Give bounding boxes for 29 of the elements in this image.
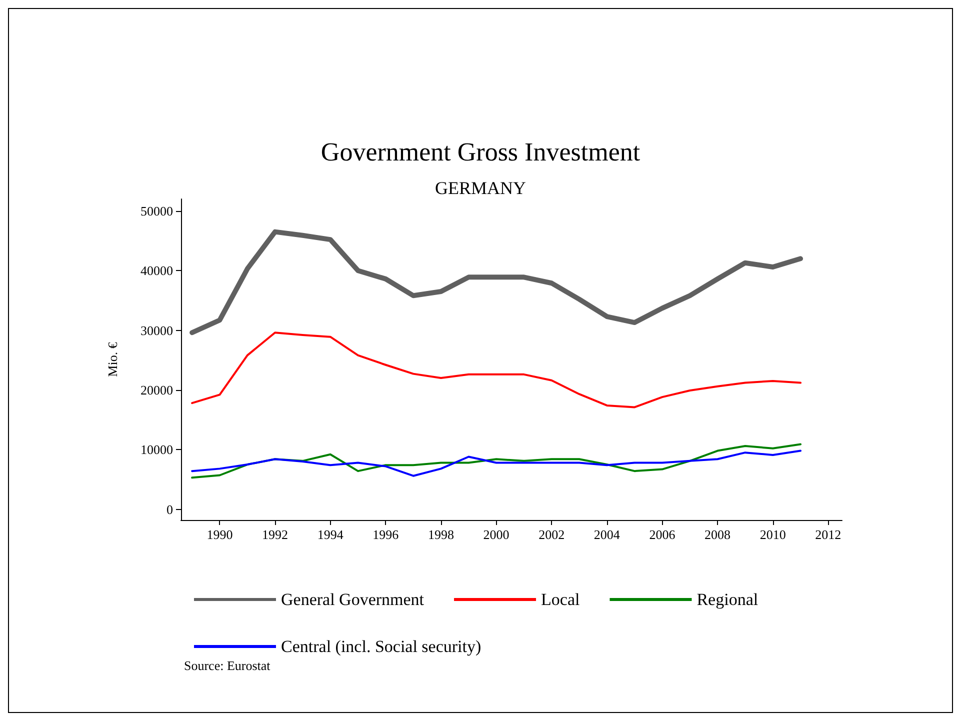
y-axis-title: Mio. € <box>105 342 120 377</box>
x-tick-label: 2000 <box>483 527 510 542</box>
legend-label: Central (incl. Social security) <box>281 637 482 656</box>
x-tick-label: 1994 <box>317 527 344 542</box>
legend-label: General Government <box>281 590 424 609</box>
y-tick-label: 20000 <box>140 382 173 398</box>
x-tick-label: 2002 <box>538 527 565 542</box>
y-tick-label: 10000 <box>140 442 173 458</box>
legend-label: Local <box>541 590 580 609</box>
y-tick-label: 30000 <box>140 322 173 338</box>
y-tick-label: 50000 <box>140 203 173 218</box>
y-tick-label: 40000 <box>140 263 173 278</box>
x-tick-label: 1990 <box>206 527 233 542</box>
line-series <box>191 332 802 408</box>
x-tick-label: 2004 <box>594 527 620 542</box>
x-tick-label: 1998 <box>428 527 454 542</box>
source-note: Source: Eurostat <box>184 658 271 673</box>
x-tick-label: 1992 <box>262 527 288 542</box>
y-tick-label: 0 <box>166 502 173 517</box>
x-tick-label: 1996 <box>372 527 400 542</box>
x-tick-label: 2012 <box>815 527 842 542</box>
chart-subtitle: GERMANY <box>434 178 526 198</box>
x-tick-label: 2010 <box>760 527 786 542</box>
chart-title: Government Gross Investment <box>320 138 641 166</box>
legend-label: Regional <box>696 590 758 609</box>
line-series <box>191 443 802 479</box>
x-tick-label: 2008 <box>704 527 731 542</box>
line-series <box>191 450 802 477</box>
x-tick-label: 2006 <box>649 527 676 542</box>
